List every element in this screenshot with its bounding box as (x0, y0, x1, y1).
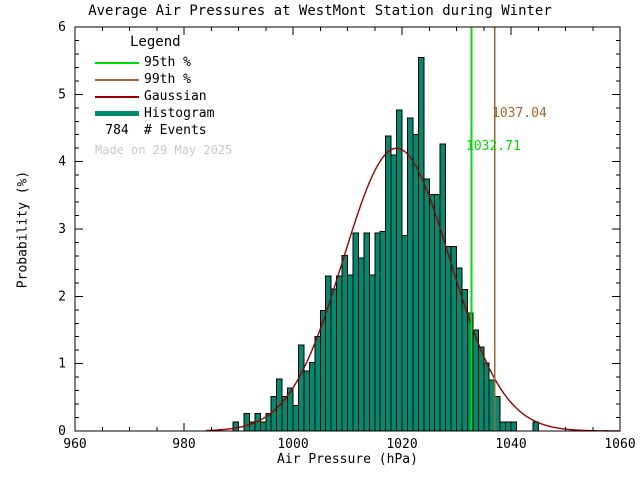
y-tick-label: 1 (58, 357, 66, 372)
histogram-bar (352, 232, 359, 432)
y-tick-label: 2 (58, 289, 66, 304)
histogram-bar (439, 143, 447, 432)
histogram-bar (456, 267, 463, 432)
x-tick-label: 1040 (495, 437, 526, 452)
histogram-bar (363, 232, 370, 432)
events-count: 784 (105, 123, 129, 138)
events-label: # Events (144, 123, 207, 138)
x-tick-label: 1020 (386, 437, 417, 452)
legend-item-label: 99th % (144, 72, 191, 87)
histogram-bar (303, 370, 310, 432)
histogram-bar (428, 194, 436, 432)
percentile-95-label: 1032.71 (466, 139, 521, 154)
legend-item-99th: 99th % (95, 71, 232, 88)
histogram-bar (412, 134, 419, 432)
histogram-bar (499, 421, 507, 432)
histogram-bar (450, 246, 457, 432)
histogram-bar (314, 336, 321, 432)
watermark: Made on 29 May 2025 (95, 143, 233, 157)
legend-item-95th: 95th % (95, 54, 232, 71)
histogram-bar (434, 194, 441, 432)
legend-title: Legend (130, 34, 181, 50)
histogram-bar (292, 404, 299, 432)
histogram-bar (336, 275, 343, 432)
legend-swatch-gaussian-line (95, 95, 139, 98)
histogram-bar (379, 231, 387, 432)
legend-item-label: Gaussian (144, 89, 207, 104)
legend: Legend 95th % 99th % Gaussian Histogram … (95, 34, 232, 157)
histogram-bar (505, 421, 512, 432)
percentile-99-label: 1037.04 (492, 106, 547, 121)
x-tick-label: 980 (172, 437, 195, 452)
x-tick-label: 1060 (604, 437, 635, 452)
histogram-bar (341, 254, 348, 432)
legend-item-gaussian: Gaussian (95, 88, 232, 105)
histogram-bar (477, 346, 485, 432)
histogram-bar (423, 178, 430, 432)
histogram-bar (368, 274, 376, 432)
histogram-bar (396, 109, 403, 432)
y-tick-label: 0 (58, 424, 66, 439)
chart-title: Average Air Pressures at WestMont Statio… (88, 3, 552, 19)
legend-swatch-histogram (95, 111, 139, 116)
gaussian-curve (205, 147, 621, 432)
histogram-bar (270, 396, 278, 432)
histogram-bar (417, 56, 425, 432)
legend-item-histogram: Histogram (95, 105, 232, 122)
x-axis-label: Air Pressure (hPa) (277, 452, 418, 467)
histogram-bar (347, 274, 354, 432)
histogram-bar (510, 421, 517, 432)
legend-item-label: Histogram (144, 106, 215, 121)
histogram-bar (374, 232, 381, 432)
histogram-bar (401, 235, 408, 432)
y-tick-label: 6 (58, 20, 66, 35)
legend-swatch-95th-line (95, 61, 139, 64)
legend-item-label: 95th % (144, 55, 191, 70)
histogram-bar (232, 421, 240, 432)
histogram-bar (357, 257, 365, 432)
legend-swatch-99th-line (95, 78, 139, 81)
histogram-bar (243, 412, 250, 432)
histogram-bar (297, 344, 305, 432)
histogram-bar (532, 421, 539, 432)
y-axis-label: Probability (%) (15, 170, 31, 289)
x-tick-label: 1000 (277, 437, 308, 452)
histogram-bar (330, 288, 338, 432)
histogram-bar (259, 421, 267, 432)
histogram-bar (483, 362, 490, 432)
y-tick-label: 3 (58, 222, 66, 237)
y-tick-label: 4 (58, 155, 66, 170)
histogram-bar (406, 117, 414, 432)
y-tick-label: 5 (58, 87, 66, 102)
histogram-bar (308, 361, 316, 432)
histogram-bar (488, 379, 496, 432)
histogram-bar (390, 154, 398, 432)
histogram-bar (445, 246, 452, 432)
histogram-bar (385, 135, 392, 432)
x-tick-label: 960 (63, 437, 86, 452)
legend-item-events: 784 # Events (95, 122, 232, 139)
histogram-bar (472, 329, 479, 432)
